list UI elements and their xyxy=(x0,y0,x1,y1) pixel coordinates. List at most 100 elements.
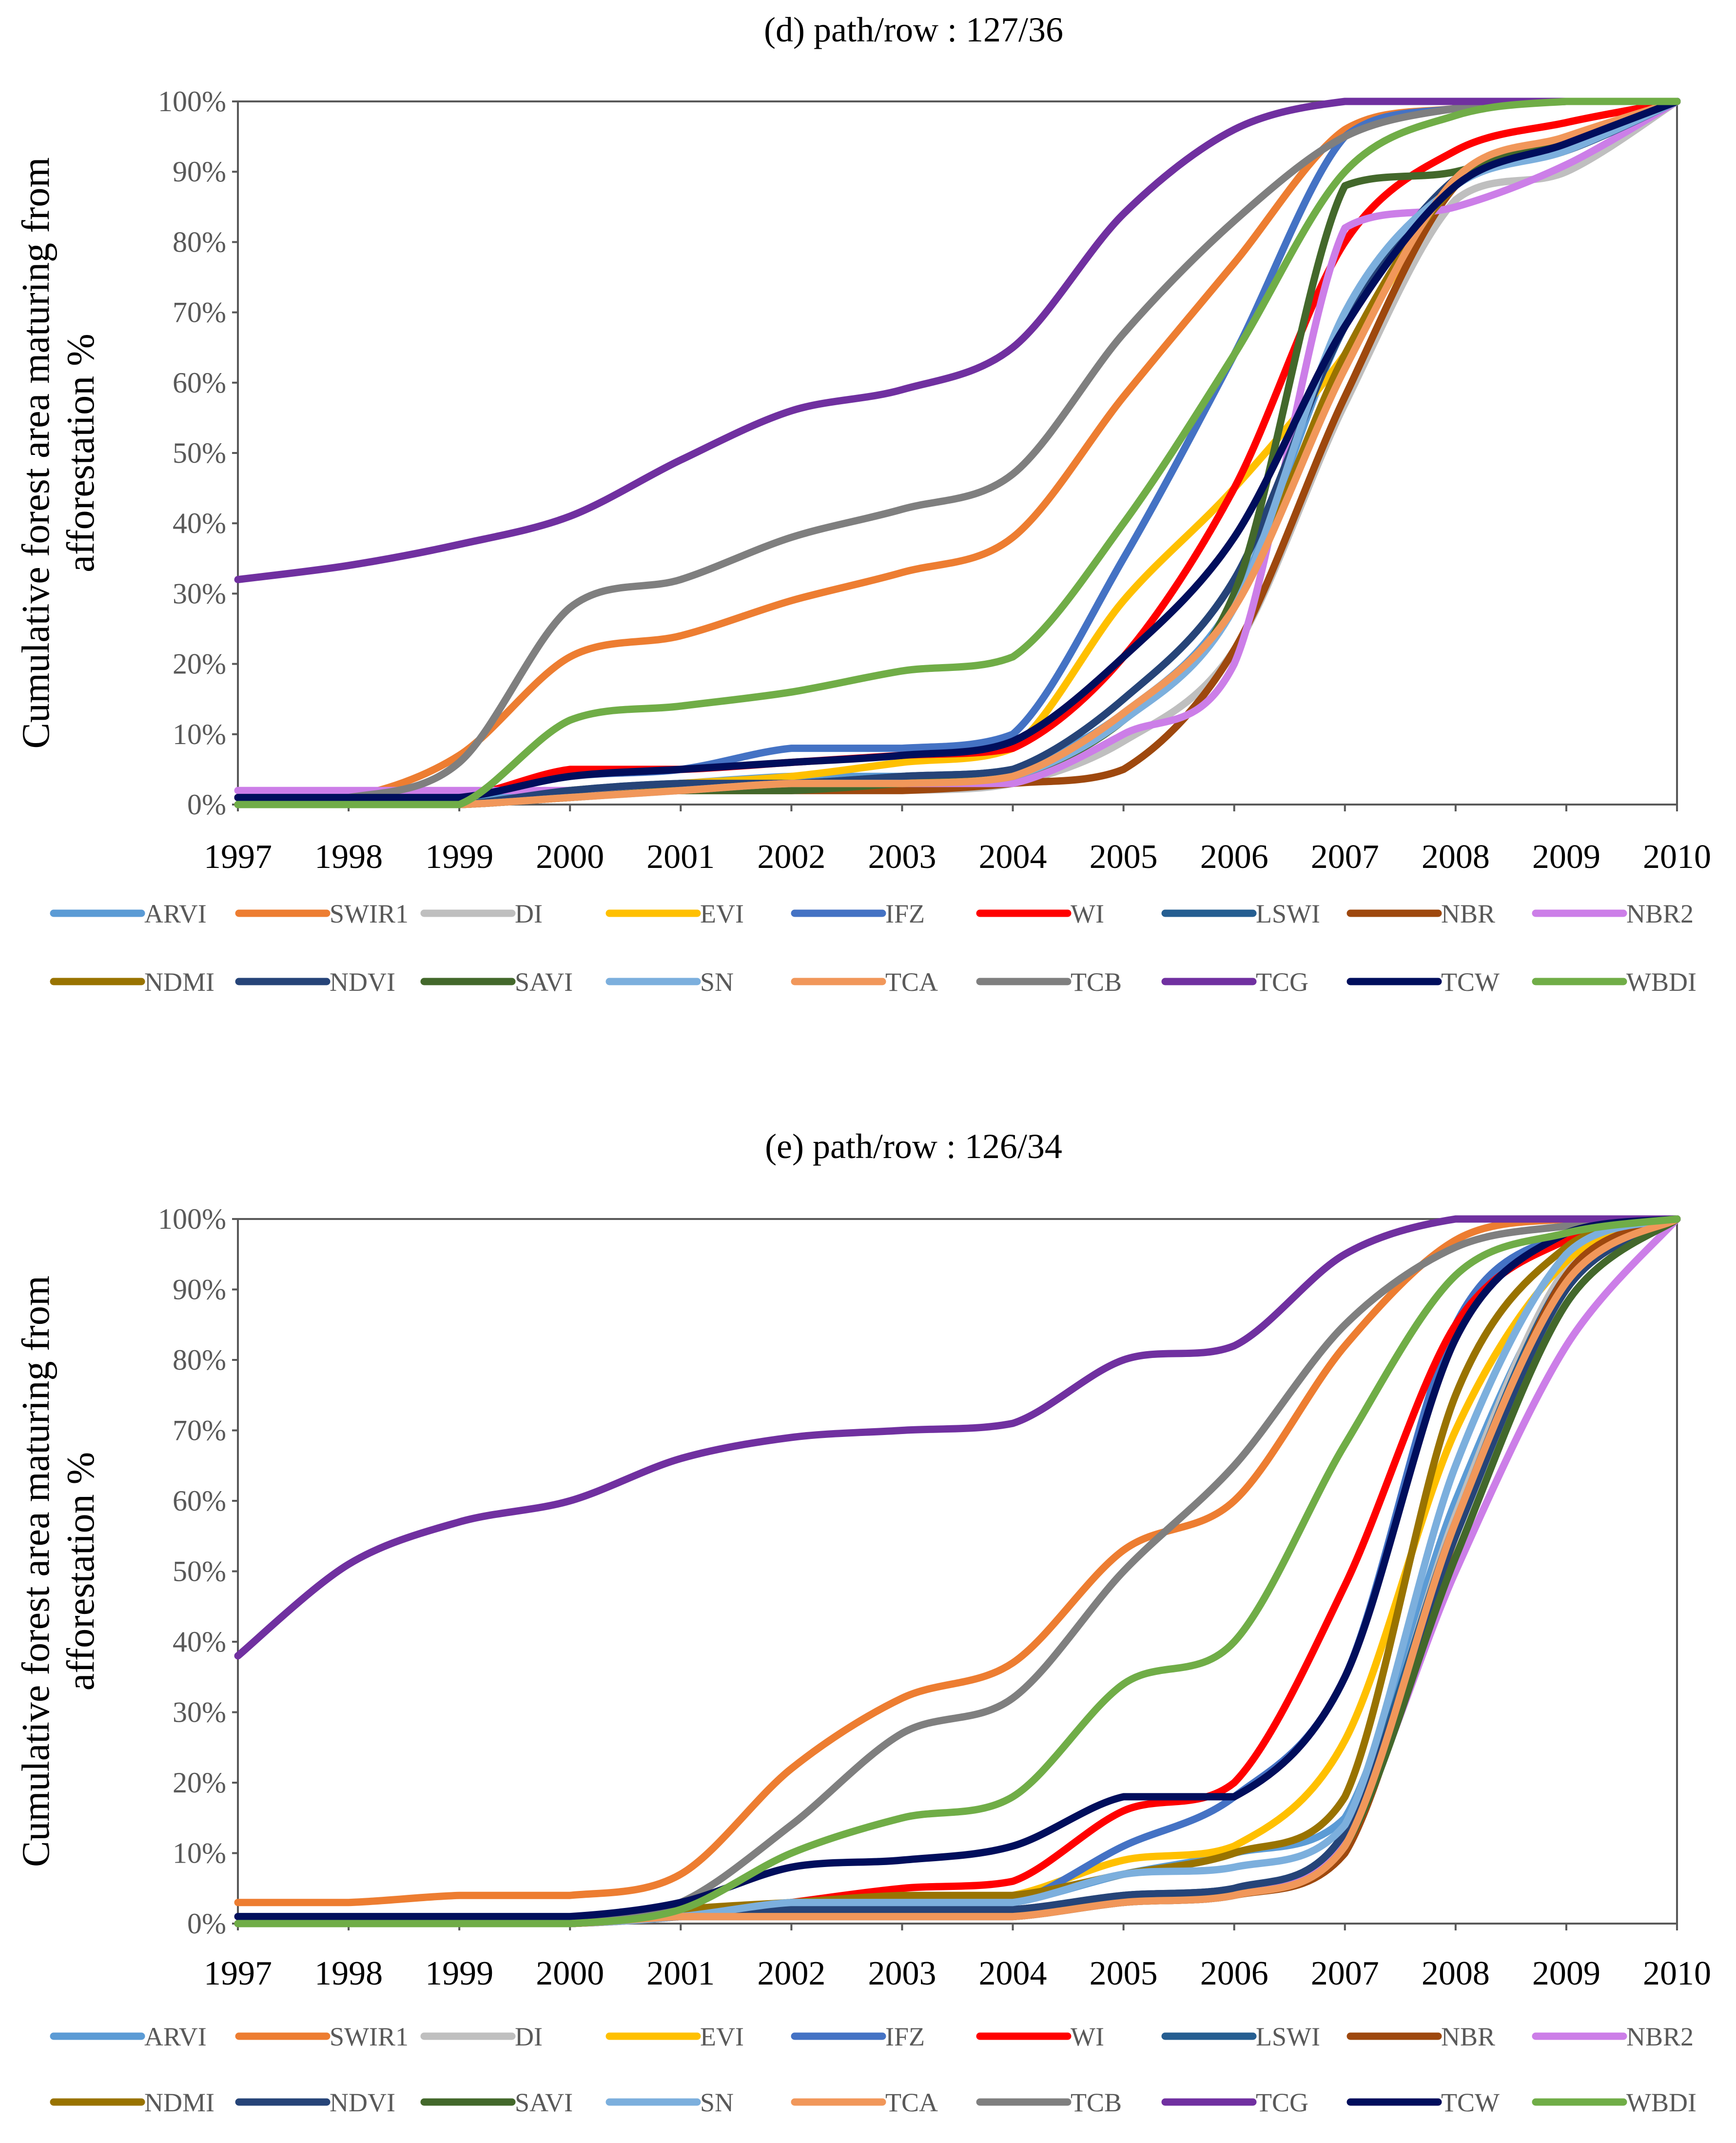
x-tick-label: 2009 xyxy=(1532,1955,1600,1992)
legend-label-tcw: TCW xyxy=(1441,967,1500,997)
y-tick-label: 30% xyxy=(173,577,226,609)
x-tick-label: 2003 xyxy=(868,1955,936,1992)
legend-label-wi: WI xyxy=(1071,899,1104,928)
x-tick-label: 2000 xyxy=(536,838,604,876)
y-axis-label: Cumulative forest area maturing fromaffo… xyxy=(15,1276,102,1867)
x-tick-label: 2001 xyxy=(646,838,715,876)
y-tick-label: 10% xyxy=(173,1837,226,1869)
legend-label-wbdi: WBDI xyxy=(1626,967,1697,997)
legend-label-evi: EVI xyxy=(700,899,744,928)
legend-label-tcb: TCB xyxy=(1071,2088,1122,2117)
legend-label-nbr2: NBR2 xyxy=(1626,2022,1694,2051)
y-tick-label: 0% xyxy=(187,788,226,821)
x-tick-label: 2004 xyxy=(979,1955,1047,1992)
legend-label-evi: EVI xyxy=(700,2022,744,2051)
y-tick-label: 60% xyxy=(173,1485,226,1517)
y-tick-label: 80% xyxy=(173,226,226,258)
legend-label-ndvi: NDVI xyxy=(330,2088,395,2117)
x-tick-label: 2001 xyxy=(646,1955,715,1992)
x-tick-label: 2007 xyxy=(1311,838,1379,876)
y-tick-label: 50% xyxy=(173,1555,226,1588)
series-line-nbr2 xyxy=(234,98,1681,794)
legend-label-sn: SN xyxy=(700,2088,734,2117)
legend-label-nbr2: NBR2 xyxy=(1626,899,1694,928)
y-tick-label: 60% xyxy=(173,367,226,399)
legend-label-nbr: NBR xyxy=(1441,2022,1495,2051)
x-tick-label: 2006 xyxy=(1200,1955,1268,1992)
legend-label-savi: SAVI xyxy=(515,967,573,997)
y-tick-label: 90% xyxy=(173,156,226,188)
chart-panel-1: (e) path/row : 126/34 0% 10% 20% 30% 40% 50% 60… xyxy=(15,1127,1711,2117)
legend-label-di: DI xyxy=(515,899,543,928)
series-line-tcw xyxy=(234,1215,1681,1921)
x-tick-label: 2008 xyxy=(1422,838,1490,876)
series-line-tcg xyxy=(234,98,1681,584)
x-tick-label: 2002 xyxy=(757,1955,825,1992)
series-line-tcw xyxy=(234,98,1681,802)
legend-label-ndvi: NDVI xyxy=(330,967,395,997)
y-tick-label: 10% xyxy=(173,718,226,750)
x-tick-label: 2009 xyxy=(1532,838,1600,876)
y-tick-label: 80% xyxy=(173,1344,226,1376)
x-tick-label: 2010 xyxy=(1643,838,1711,876)
y-tick-label: 40% xyxy=(173,507,226,539)
legend-label-tcg: TCG xyxy=(1256,967,1308,997)
x-tick-label: 1997 xyxy=(204,838,272,876)
y-tick-label: 70% xyxy=(173,296,226,329)
y-tick-label: 100% xyxy=(158,85,226,118)
x-tick-label: 2008 xyxy=(1422,1955,1490,1992)
x-tick-label: 1999 xyxy=(425,838,493,876)
legend-label-ndmi: NDMI xyxy=(144,2088,215,2117)
legend-label-wbdi: WBDI xyxy=(1626,2088,1697,2117)
x-tick-label: 1997 xyxy=(204,1955,272,1992)
x-tick-label: 2005 xyxy=(1090,1955,1158,1992)
legend-label-ndmi: NDMI xyxy=(144,967,215,997)
y-axis-label: Cumulative forest area maturing fromaffo… xyxy=(15,157,102,749)
series-line-tcb xyxy=(234,98,1681,802)
series-line-wbdi xyxy=(234,1215,1681,1927)
legend-label-savi: SAVI xyxy=(515,2088,573,2117)
legend-label-arvi: ARVI xyxy=(144,2022,207,2051)
legend-label-sn: SN xyxy=(700,967,734,997)
legend-label-arvi: ARVI xyxy=(144,899,207,928)
y-tick-label: 20% xyxy=(173,1767,226,1799)
x-tick-label: 1999 xyxy=(425,1955,493,1992)
legend-label-swir1: SWIR1 xyxy=(330,2022,409,2051)
legend-label-tcb: TCB xyxy=(1071,967,1122,997)
legend-label-tca: TCA xyxy=(885,2088,938,2117)
legend-label-lswi: LSWI xyxy=(1256,2022,1320,2051)
y-tick-label: 50% xyxy=(173,437,226,469)
y-tick-label: 100% xyxy=(158,1203,226,1235)
y-tick-label: 70% xyxy=(173,1415,226,1447)
y-tick-label: 30% xyxy=(173,1696,226,1729)
legend-label-tcw: TCW xyxy=(1441,2088,1500,2117)
x-tick-label: 2007 xyxy=(1311,1955,1379,1992)
x-tick-label: 1998 xyxy=(314,838,383,876)
legend-label-lswi: LSWI xyxy=(1256,899,1320,928)
legend-label-tca: TCA xyxy=(885,967,938,997)
x-tick-label: 2002 xyxy=(757,838,825,876)
legend-label-ifz: IFZ xyxy=(885,2022,925,2051)
legend-label-swir1: SWIR1 xyxy=(330,899,409,928)
y-tick-label: 20% xyxy=(173,648,226,680)
x-tick-label: 2005 xyxy=(1090,838,1158,876)
chart-title: (e) path/row : 126/34 xyxy=(765,1127,1062,1166)
x-tick-label: 2010 xyxy=(1643,1955,1711,1992)
legend-label-tcg: TCG xyxy=(1256,2088,1308,2117)
x-tick-label: 2004 xyxy=(979,838,1047,876)
series-line-wbdi xyxy=(234,98,1681,808)
y-tick-label: 40% xyxy=(173,1626,226,1658)
x-tick-label: 1998 xyxy=(314,1955,383,1992)
legend-label-ifz: IFZ xyxy=(885,899,925,928)
x-tick-label: 2003 xyxy=(868,838,936,876)
legend-label-di: DI xyxy=(515,2022,543,2051)
y-tick-label: 0% xyxy=(187,1907,226,1940)
x-tick-label: 2006 xyxy=(1200,838,1268,876)
legend-label-wi: WI xyxy=(1071,2022,1104,2051)
x-tick-label: 2000 xyxy=(536,1955,604,1992)
legend-label-nbr: NBR xyxy=(1441,899,1495,928)
chart-title: (d) path/row : 127/36 xyxy=(764,10,1063,49)
chart-panel-0: (d) path/row : 127/36 0% 10% 20% 30% 40% 50% 60… xyxy=(15,10,1711,997)
series-line-tcg xyxy=(234,1215,1681,1660)
